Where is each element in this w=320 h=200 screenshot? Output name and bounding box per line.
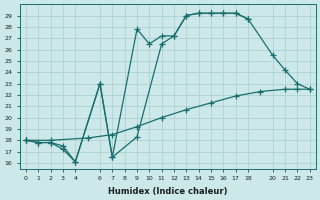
X-axis label: Humidex (Indice chaleur): Humidex (Indice chaleur) [108,187,228,196]
